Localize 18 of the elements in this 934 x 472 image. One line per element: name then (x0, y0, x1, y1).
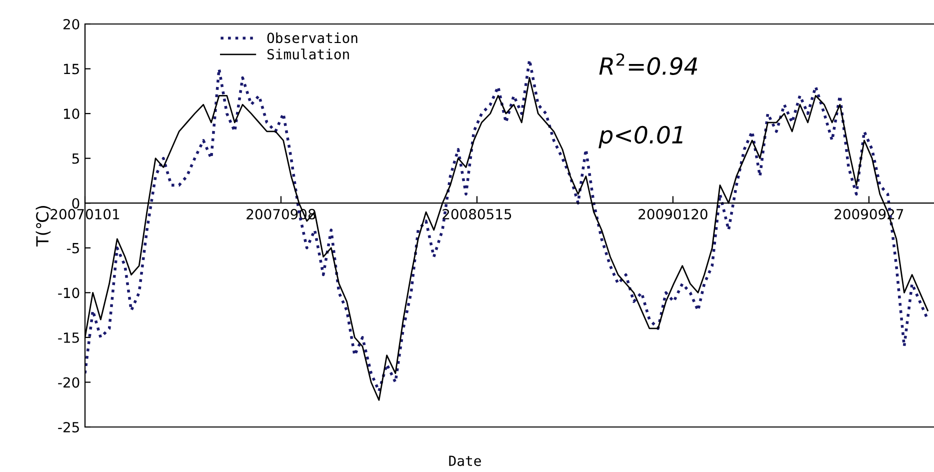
y-tick-label: -25 (58, 422, 79, 432)
y-tick-label: -20 (58, 377, 80, 388)
x-tick-label: 20090120 (638, 208, 708, 220)
y-axis-title: T(℃) (36, 206, 51, 246)
annotation: R$^{2}$=0.94 (599, 53, 698, 75)
y-tick-label: 0 (72, 198, 80, 209)
y-tick-label: -5 (66, 243, 79, 254)
x-axis-title: Date (449, 456, 481, 466)
y-tick-label: 5 (72, 153, 79, 164)
y-tick-label: -10 (58, 288, 80, 298)
y-tick-label: 20 (63, 18, 80, 30)
legend-label: Simulation (267, 48, 349, 60)
x-tick-label: 20080515 (442, 208, 512, 220)
legend-label: Observation (267, 32, 358, 44)
y-tick-label: -15 (58, 332, 79, 343)
annotation: p<0.01 (598, 126, 682, 148)
y-tick-label: 15 (64, 64, 79, 74)
y-tick-label: 10 (64, 108, 80, 120)
